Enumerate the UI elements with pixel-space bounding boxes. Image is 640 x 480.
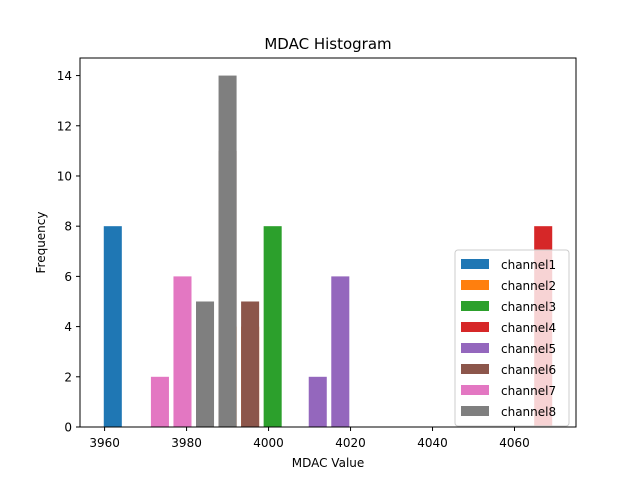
chart-title: MDAC Histogram <box>264 35 391 53</box>
legend-swatch-channel7 <box>461 385 489 395</box>
bar-channel8-0 <box>196 301 215 427</box>
y-tick-label: 12 <box>57 119 72 133</box>
y-axis-label: Frequency <box>34 212 48 274</box>
x-axis: 3960 3980 4000 4020 4040 4060 <box>89 427 530 450</box>
bar-channel5-0 <box>308 376 327 427</box>
x-tick-label: 4000 <box>253 436 284 450</box>
x-tick-label: 4040 <box>417 436 448 450</box>
y-tick-label: 8 <box>64 220 72 234</box>
bar-channel6-1 <box>241 301 260 427</box>
y-axis: 0 2 4 6 8 10 12 14 <box>57 69 80 435</box>
legend-swatch-channel3 <box>461 301 489 311</box>
bar-channel7-1 <box>173 276 192 427</box>
legend-label-channel2: channel2 <box>501 279 556 293</box>
legend-label-channel6: channel6 <box>501 363 556 377</box>
y-tick-label: 10 <box>57 169 72 183</box>
y-tick-label: 4 <box>64 320 72 334</box>
legend-swatch-channel4 <box>461 322 489 332</box>
legend-swatch-channel5 <box>461 343 489 353</box>
x-tick-label: 3980 <box>171 436 202 450</box>
legend-label-channel8: channel8 <box>501 405 556 419</box>
legend-swatch-channel2 <box>461 280 489 290</box>
legend-label-channel3: channel3 <box>501 300 556 314</box>
legend-label-channel4: channel4 <box>501 321 556 335</box>
plot-frame <box>79 57 577 428</box>
x-tick-label: 3960 <box>89 436 120 450</box>
legend-box <box>454 249 570 427</box>
y-tick-label: 14 <box>57 69 72 83</box>
legend-label-channel5: channel5 <box>501 342 556 356</box>
y-tick-label: 6 <box>64 270 72 284</box>
bar-channel7-0 <box>150 376 169 427</box>
legend-label-channel1: channel1 <box>501 258 556 272</box>
y-tick-label: 0 <box>64 421 72 435</box>
bar-channel1-0 <box>103 226 122 427</box>
x-tick-label: 4060 <box>499 436 530 450</box>
legend: channel1 channel2 channel3 channel4 channel5… <box>454 249 570 427</box>
legend-swatch-channel8 <box>461 406 489 416</box>
bar-channel5-1 <box>331 276 350 427</box>
y-tick-label: 2 <box>64 370 72 384</box>
bar-channel3-0 <box>263 226 282 427</box>
legend-swatch-channel1 <box>461 259 489 269</box>
legend-label-channel7: channel7 <box>501 384 556 398</box>
legend-swatch-channel6 <box>461 364 489 374</box>
x-axis-label: MDAC Value <box>292 456 365 470</box>
x-tick-label: 4020 <box>335 436 366 450</box>
bar-channel8-1 <box>218 75 237 428</box>
